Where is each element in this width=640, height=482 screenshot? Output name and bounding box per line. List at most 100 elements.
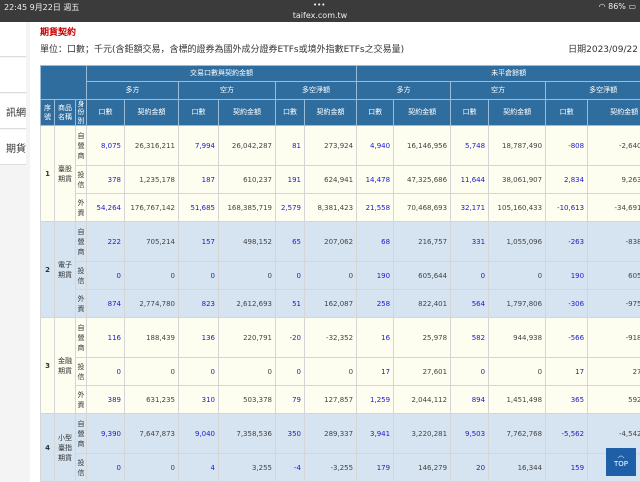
url-bar[interactable]: taifex.com.tw <box>0 11 640 20</box>
value-cell: -34,691,740 <box>588 194 640 222</box>
header-amount: 契約金額 <box>588 100 640 126</box>
value-cell: 2,774,780 <box>125 290 179 318</box>
identity-cell: 外資 <box>76 194 87 222</box>
header-lots: 口數 <box>546 100 588 126</box>
value-cell: 168,385,719 <box>219 194 276 222</box>
header-seq: 序號 <box>41 100 55 126</box>
value-cell: -5,562 <box>546 414 588 454</box>
value-cell: 0 <box>305 358 357 386</box>
value-cell: 2,579 <box>276 194 305 222</box>
value-cell: 9,263,779 <box>588 166 640 194</box>
value-cell: -263 <box>546 222 588 262</box>
back-to-top-button[interactable]: ︿TOP <box>606 448 636 476</box>
identity-cell: 外資 <box>76 386 87 414</box>
status-bar: 22:45 9月22日 週五 ••• taifex.com.tw ◠ 86% ▭ <box>0 0 640 22</box>
value-cell: 0 <box>305 262 357 290</box>
value-cell: 0 <box>489 262 546 290</box>
value-cell: 365 <box>546 386 588 414</box>
value-cell: -306 <box>546 290 588 318</box>
header-lots: 口數 <box>87 100 125 126</box>
value-cell: 146,279 <box>394 454 451 482</box>
value-cell: 190 <box>546 262 588 290</box>
value-cell: 0 <box>87 262 125 290</box>
value-cell: 498,152 <box>219 222 276 262</box>
header-net: 多空淨額 <box>276 82 357 100</box>
value-cell: 18,787,490 <box>489 126 546 166</box>
value-cell: 9,390 <box>87 414 125 454</box>
value-cell: 0 <box>489 358 546 386</box>
value-cell: 610,237 <box>219 166 276 194</box>
identity-cell: 投信 <box>76 454 87 482</box>
value-cell: 1,055,096 <box>489 222 546 262</box>
value-cell: 105,160,433 <box>489 194 546 222</box>
value-cell: -2,640,534 <box>588 126 640 166</box>
value-cell: 564 <box>451 290 489 318</box>
header-lots: 口數 <box>179 100 219 126</box>
value-cell: 0 <box>125 358 179 386</box>
battery-level: 86% <box>608 2 626 11</box>
value-cell: 188,439 <box>125 318 179 358</box>
value-cell: 65 <box>276 222 305 262</box>
value-cell: 7,358,536 <box>219 414 276 454</box>
value-cell: 7,994 <box>179 126 219 166</box>
sidebar-item[interactable]: 期貨 <box>0 130 26 165</box>
header-amount: 契約金額 <box>305 100 357 126</box>
value-cell: 8,075 <box>87 126 125 166</box>
value-cell: 2,834 <box>546 166 588 194</box>
value-cell: 26,316,211 <box>125 126 179 166</box>
value-cell: 17 <box>546 358 588 386</box>
header-product: 商品名稱 <box>55 100 76 126</box>
value-cell: 70,468,693 <box>394 194 451 222</box>
header-long: 多方 <box>357 82 451 100</box>
value-cell: 705,214 <box>125 222 179 262</box>
value-cell: 4 <box>179 454 219 482</box>
value-cell: 51 <box>276 290 305 318</box>
identity-cell: 自營商 <box>76 414 87 454</box>
value-cell: 1,797,806 <box>489 290 546 318</box>
more-icon[interactable]: ••• <box>313 1 325 9</box>
value-cell: -32,352 <box>305 318 357 358</box>
futures-table: 交易口數與契約金額未平倉餘額多方空方多空淨額多方空方多空淨額序號商品名稱身份別口… <box>40 65 640 482</box>
value-cell: 116 <box>87 318 125 358</box>
value-cell: 0 <box>276 358 305 386</box>
wifi-icon: ◠ <box>599 2 609 11</box>
seq-cell: 2 <box>41 222 55 318</box>
value-cell: -10,613 <box>546 194 588 222</box>
value-cell: 944,938 <box>489 318 546 358</box>
value-cell: 7,647,873 <box>125 414 179 454</box>
identity-cell: 外資 <box>76 290 87 318</box>
value-cell: 4,940 <box>357 126 394 166</box>
value-cell: 187 <box>179 166 219 194</box>
value-cell: 127,857 <box>305 386 357 414</box>
header-lots: 口數 <box>276 100 305 126</box>
value-cell: 21,558 <box>357 194 394 222</box>
header-short: 空方 <box>179 82 276 100</box>
chevron-up-icon: ︿ <box>618 451 625 459</box>
value-cell: 0 <box>451 358 489 386</box>
value-cell: 14,478 <box>357 166 394 194</box>
value-cell: 0 <box>219 358 276 386</box>
value-cell: 822,401 <box>394 290 451 318</box>
value-cell: 3,255 <box>219 454 276 482</box>
value-cell: 162,087 <box>305 290 357 318</box>
sidebar-item[interactable]: 訊網 <box>0 94 26 129</box>
value-cell: -975,405 <box>588 290 640 318</box>
product-cell: 金融期貨 <box>55 318 76 414</box>
value-cell: 592,614 <box>588 386 640 414</box>
date-label: 日期2023/09/22 <box>568 42 638 55</box>
value-cell: 605,644 <box>394 262 451 290</box>
value-cell: 5,748 <box>451 126 489 166</box>
value-cell: 27,601 <box>588 358 640 386</box>
value-cell: -4 <box>276 454 305 482</box>
value-cell: 0 <box>276 262 305 290</box>
value-cell: 47,325,686 <box>394 166 451 194</box>
identity-cell: 投信 <box>76 358 87 386</box>
identity-cell: 投信 <box>76 166 87 194</box>
header-lots: 口數 <box>451 100 489 126</box>
